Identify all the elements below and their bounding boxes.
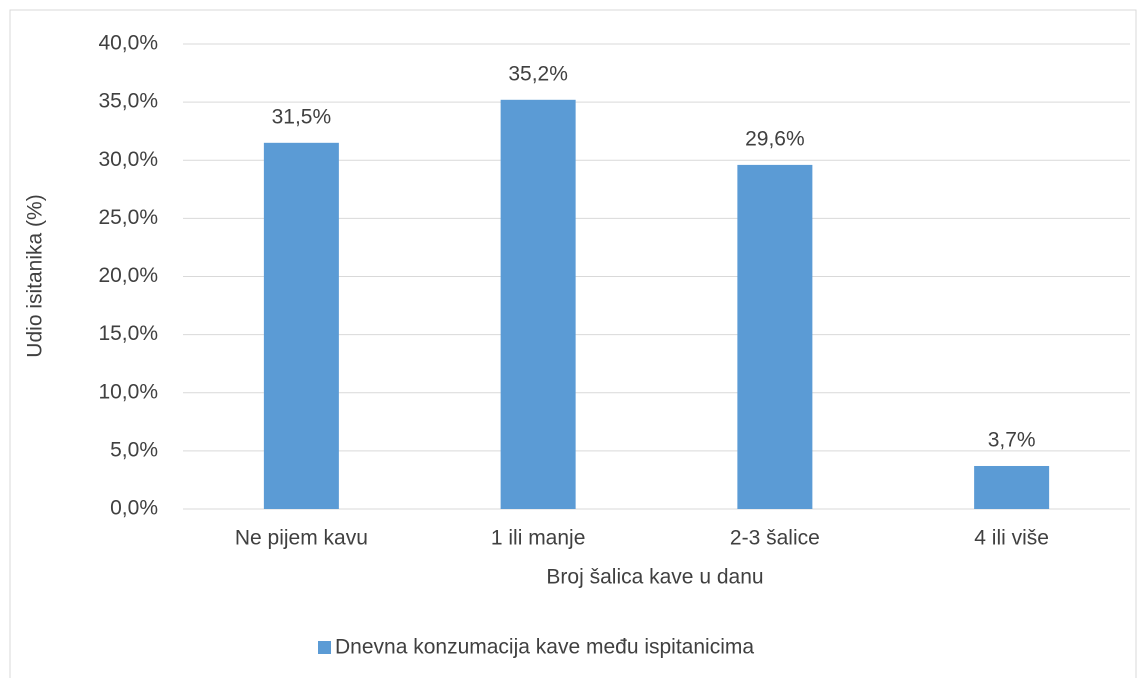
y-tick-label: 25,0% — [98, 206, 158, 229]
x-axis-label: Broj šalica kave u danu — [546, 566, 763, 589]
data-label: 31,5% — [272, 105, 332, 128]
y-tick-label: 35,0% — [98, 90, 158, 113]
data-label: 3,7% — [988, 429, 1036, 452]
x-tick-label: 1 ili manje — [491, 527, 586, 550]
bar — [263, 142, 339, 509]
y-axis-label: Udio isitanika (%) — [24, 194, 47, 357]
data-label: 29,6% — [745, 127, 805, 150]
legend-swatch — [318, 641, 331, 654]
x-tick-label: 2-3 šalice — [730, 527, 820, 550]
data-label: 35,2% — [508, 62, 568, 85]
x-tick-label: 4 ili više — [974, 527, 1049, 550]
y-tick-label: 30,0% — [98, 148, 158, 171]
y-tick-label: 15,0% — [98, 322, 158, 345]
bar — [500, 99, 576, 510]
y-tick-label: 0,0% — [110, 497, 158, 520]
y-tick-label: 20,0% — [98, 264, 158, 287]
y-tick-label: 10,0% — [98, 380, 158, 403]
legend-label: Dnevna konzumacija kave među ispitanicim… — [335, 636, 754, 659]
chart-border — [9, 9, 1137, 678]
y-tick-label: 5,0% — [110, 438, 158, 461]
x-tick-label: Ne pijem kavu — [235, 527, 368, 550]
bar — [974, 465, 1050, 509]
y-tick-label: 40,0% — [98, 32, 158, 55]
bar — [737, 164, 813, 509]
